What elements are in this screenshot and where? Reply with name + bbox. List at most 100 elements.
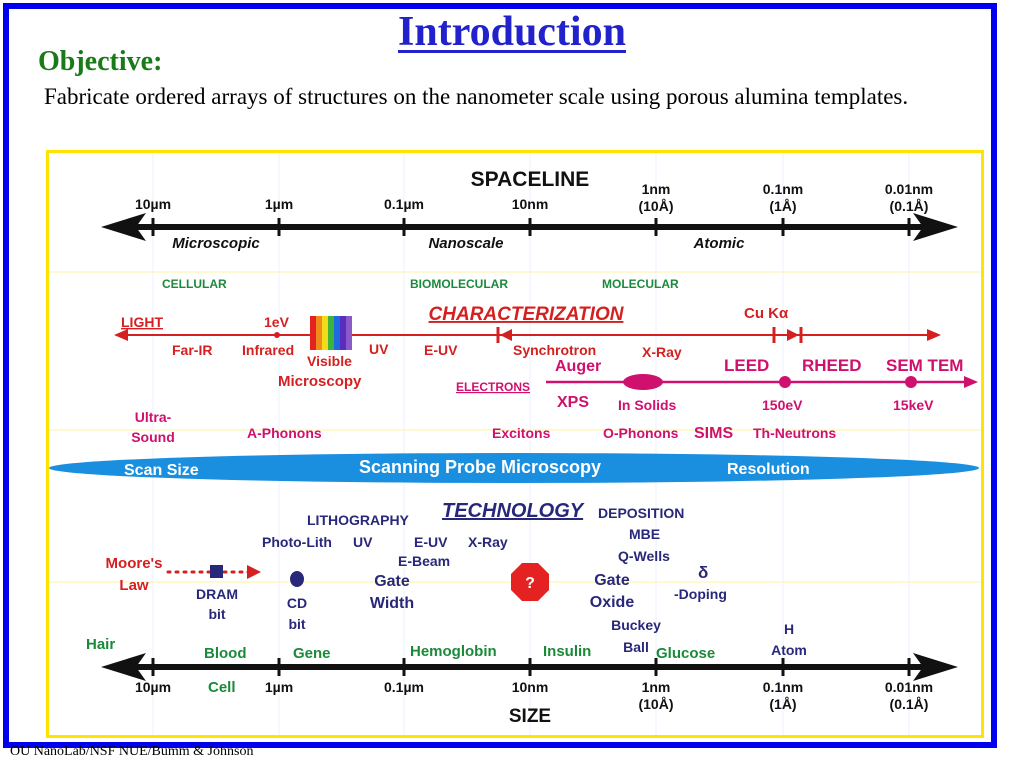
bottom-scale-arrow bbox=[101, 653, 958, 681]
infrared-label: Infrared bbox=[242, 342, 294, 358]
dram-bit-marker bbox=[210, 565, 223, 578]
microscopy-label: Microscopy bbox=[278, 373, 362, 390]
ebeam-label: E-Beam bbox=[398, 553, 450, 569]
gene-label: Gene bbox=[293, 645, 331, 662]
cd-label: CD bbox=[287, 595, 307, 611]
bottom-tick-10nm: 10nm bbox=[512, 679, 549, 695]
semtem-label: SEM TEM bbox=[886, 356, 963, 375]
hair-label: Hair bbox=[86, 636, 115, 653]
slide-title: Introduction bbox=[398, 9, 626, 55]
top-tick-1nm: 1nm bbox=[642, 181, 671, 197]
aphonons-label: A-Phonons bbox=[247, 425, 322, 441]
cell-label: Cell bbox=[208, 679, 236, 696]
sims-label: SIMS bbox=[694, 425, 733, 442]
leed-label: LEED bbox=[724, 356, 769, 375]
ultra-label: Ultra- bbox=[135, 409, 172, 425]
scan-size-label: Scan Size bbox=[124, 462, 199, 479]
region-nanoscale: Nanoscale bbox=[428, 235, 503, 252]
spm-title: Scanning Probe Microscopy bbox=[359, 457, 601, 477]
bottom-tick-1nm-angstrom: (10Å) bbox=[638, 696, 673, 712]
delta-label: δ bbox=[698, 563, 708, 582]
atom-label: Atom bbox=[771, 642, 807, 658]
slide-frame bbox=[3, 3, 997, 748]
sound-label: Sound bbox=[131, 429, 175, 445]
moores-label: Moore's bbox=[106, 555, 163, 572]
xps-label: XPS bbox=[557, 394, 589, 411]
category-molecular: MOLECULAR bbox=[602, 277, 679, 291]
dram-label: DRAM bbox=[196, 586, 238, 602]
synchrotron-label: Synchrotron bbox=[513, 342, 596, 358]
characterization-title: CHARACTERIZATION bbox=[429, 304, 625, 325]
top-tick-001nm: 0.01nm bbox=[885, 181, 933, 197]
excitons-label: Excitons bbox=[492, 425, 551, 441]
vertical-guides bbox=[152, 153, 910, 735]
region-atomic: Atomic bbox=[693, 235, 745, 252]
blood-label: Blood bbox=[204, 645, 247, 662]
top-tick-1um: 1µm bbox=[265, 196, 293, 212]
objective-label: Objective: bbox=[38, 46, 163, 77]
spaceline-diagram: SPACELINE 10µm 1µm 0.1µm 10nm 1nm (10Å) … bbox=[46, 150, 984, 738]
dram-bit-label: bit bbox=[208, 606, 225, 622]
photolith-label: Photo-Lith bbox=[262, 534, 332, 550]
thneutrons-label: Th-Neutrons bbox=[753, 425, 836, 441]
category-biomolecular: BIOMOLECULAR bbox=[410, 277, 508, 291]
top-tick-01nm-angstrom: (1Å) bbox=[769, 198, 796, 214]
svg-text:?: ? bbox=[525, 575, 535, 592]
resolution-label: Resolution bbox=[727, 461, 810, 478]
bottom-tick-1um: 1µm bbox=[265, 679, 293, 695]
doping-label: -Doping bbox=[674, 586, 727, 602]
top-tick-10nm: 10nm bbox=[512, 196, 549, 212]
insulin-label: Insulin bbox=[543, 643, 591, 660]
xray-label: X-Ray bbox=[642, 344, 682, 360]
cuka-label: Cu Kα bbox=[744, 305, 789, 322]
region-microscopic: Microscopic bbox=[172, 235, 260, 252]
ev150-label: 150eV bbox=[762, 397, 803, 413]
deposition-label: DEPOSITION bbox=[598, 505, 684, 521]
bottom-tick-10um: 10µm bbox=[135, 679, 171, 695]
buckey-label: Buckey bbox=[611, 617, 661, 633]
cd-bit-label: bit bbox=[288, 616, 305, 632]
mbe-label: MBE bbox=[629, 526, 660, 542]
rheed-label: RHEED bbox=[802, 356, 862, 375]
cd-bit-marker bbox=[290, 571, 304, 587]
tech-uv-label: UV bbox=[353, 534, 373, 550]
tech-euv-label: E-UV bbox=[414, 534, 448, 550]
gate-width-2: Width bbox=[370, 595, 414, 612]
spm-ellipse bbox=[49, 453, 979, 483]
spaceline-title: SPACELINE bbox=[471, 168, 590, 191]
gate-oxide-2: Oxide bbox=[590, 594, 635, 611]
ophonons-label: O-Phonons bbox=[603, 425, 679, 441]
hemoglobin-label: Hemoglobin bbox=[410, 643, 497, 660]
bottom-tick-01nm: 0.1nm bbox=[763, 679, 803, 695]
uv-label: UV bbox=[369, 341, 389, 357]
ball-label: Ball bbox=[623, 639, 649, 655]
top-tick-1nm-angstrom: (10Å) bbox=[638, 198, 673, 214]
top-scale-arrow bbox=[101, 213, 958, 241]
size-title: SIZE bbox=[509, 706, 551, 727]
h-label: H bbox=[784, 621, 794, 637]
technology-title: TECHNOLOGY bbox=[442, 500, 585, 522]
electrons-label: ELECTRONS bbox=[456, 380, 530, 394]
gate-width-1: Gate bbox=[374, 573, 410, 590]
bottom-tick-1nm: 1nm bbox=[642, 679, 671, 695]
glucose-label: Glucose bbox=[656, 645, 715, 662]
visible-label: Visible bbox=[307, 353, 352, 369]
auger-label: Auger bbox=[555, 358, 601, 375]
law-label: Law bbox=[119, 577, 149, 594]
diagram-border bbox=[46, 150, 984, 738]
light-label: LIGHT bbox=[121, 314, 163, 330]
bottom-tick-001nm: 0.01nm bbox=[885, 679, 933, 695]
objective-description: Fabricate ordered arrays of structures o… bbox=[44, 84, 909, 109]
top-tick-01um: 0.1µm bbox=[384, 196, 424, 212]
stop-sign-icon: ? bbox=[511, 563, 549, 601]
gate-oxide-1: Gate bbox=[594, 572, 630, 589]
top-tick-001nm-angstrom: (0.1Å) bbox=[890, 198, 929, 214]
light-spectrum-arrow bbox=[114, 327, 941, 343]
top-tick-10um: 10µm bbox=[135, 196, 171, 212]
top-tick-01nm: 0.1nm bbox=[763, 181, 803, 197]
euv-label: E-UV bbox=[424, 342, 458, 358]
visible-spectrum-bars bbox=[310, 316, 352, 350]
kev15-label: 15keV bbox=[893, 397, 934, 413]
electrons-arrow bbox=[546, 374, 978, 390]
footer-credit: OU NanoLab/NSF NUE/Bumm & Johnson bbox=[10, 744, 254, 759]
